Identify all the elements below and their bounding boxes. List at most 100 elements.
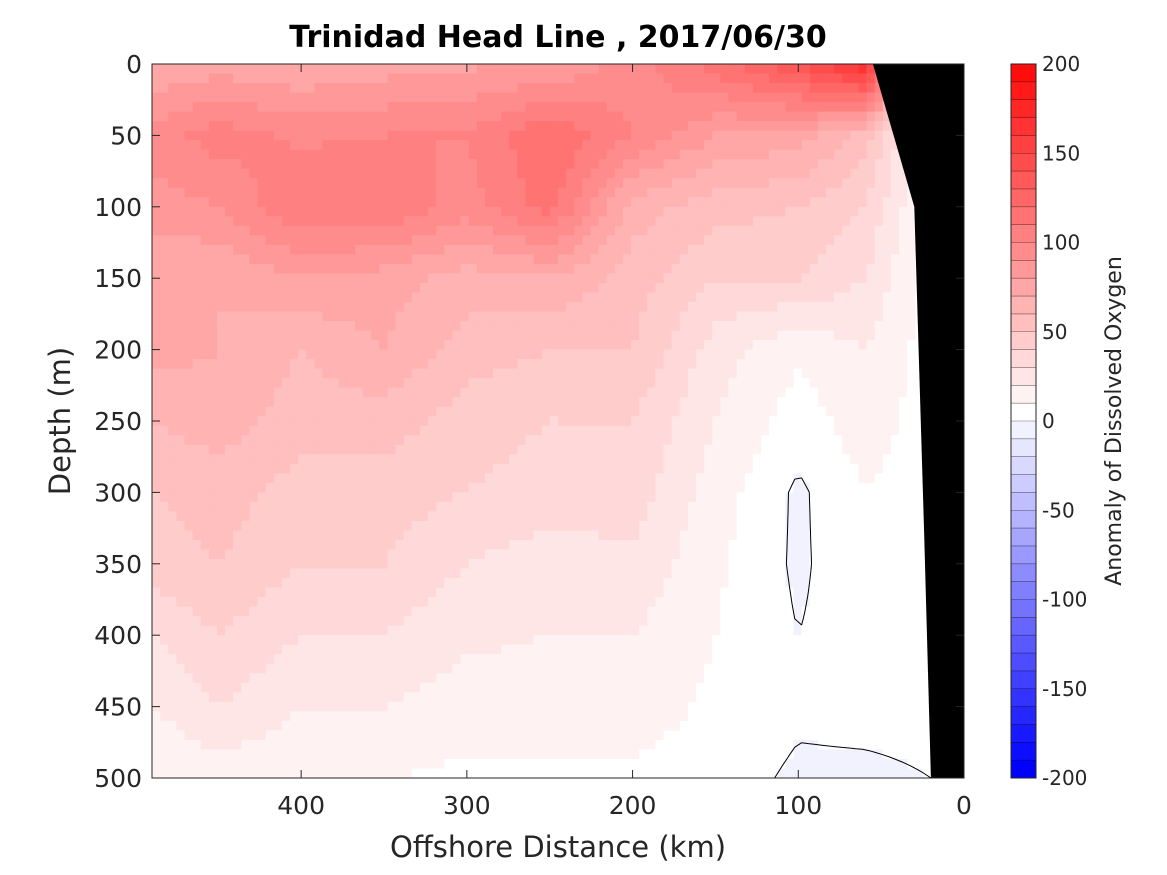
heatmap-cell: [704, 178, 713, 189]
heatmap-cell: [728, 159, 738, 170]
heatmap-cell: [322, 397, 332, 408]
heatmap-cell: [428, 501, 437, 513]
heatmap-cell: [777, 102, 786, 113]
heatmap-cell: [590, 435, 600, 446]
heatmap-cell: [541, 368, 551, 379]
heatmap-cell: [306, 292, 315, 303]
heatmap-cell: [566, 530, 575, 541]
heatmap-cell: [338, 349, 348, 360]
heatmap-cell: [476, 492, 486, 503]
heatmap-cell: [622, 159, 632, 170]
heatmap-cell: [825, 282, 835, 294]
heatmap-cell: [476, 482, 486, 493]
heatmap-cell: [752, 311, 762, 322]
heatmap-cell: [728, 435, 738, 446]
heatmap-cell: [476, 302, 486, 313]
heatmap-cell: [882, 501, 892, 513]
heatmap-cell: [281, 435, 291, 446]
heatmap-cell: [233, 511, 242, 522]
heatmap-cell: [655, 140, 665, 151]
heatmap-cell: [160, 140, 169, 151]
heatmap-cell: [241, 473, 251, 484]
heatmap-cell: [850, 235, 860, 246]
heatmap-cell: [639, 368, 648, 379]
heatmap-cell: [712, 206, 721, 217]
heatmap-cell: [273, 130, 283, 141]
heatmap-cell: [525, 454, 535, 465]
heatmap-cell: [834, 64, 843, 75]
heatmap-cell: [558, 530, 567, 541]
heatmap-cell: [882, 140, 892, 151]
heatmap-cell: [184, 530, 194, 541]
heatmap-cell: [306, 378, 315, 389]
heatmap-cell: [395, 349, 405, 360]
heatmap-cell: [866, 473, 876, 484]
heatmap-cell: [355, 187, 364, 198]
heatmap-cell: [549, 149, 559, 160]
heatmap-cell: [233, 149, 242, 160]
heatmap-cell: [549, 501, 559, 513]
heatmap-cell: [825, 273, 835, 284]
heatmap-cell: [793, 311, 803, 322]
heatmap-cell: [216, 368, 226, 379]
heatmap-cell: [907, 292, 916, 303]
heatmap-cell: [306, 273, 315, 284]
heatmap-cell: [825, 349, 835, 360]
heatmap-cell: [850, 111, 860, 122]
heatmap-cell: [249, 225, 259, 236]
heatmap-cell: [549, 73, 559, 84]
heatmap-cell: [785, 416, 795, 427]
heatmap-cell: [322, 83, 332, 94]
heatmap-cell: [598, 330, 608, 341]
heatmap-cell: [761, 340, 770, 351]
heatmap-cell: [525, 473, 535, 484]
heatmap-cell: [549, 273, 559, 284]
heatmap-cell: [598, 140, 608, 151]
heatmap-cell: [631, 254, 640, 265]
heatmap-cell: [314, 102, 324, 113]
heatmap-cell: [387, 130, 397, 141]
heatmap-cell: [281, 397, 291, 408]
heatmap-cell: [866, 92, 876, 103]
heatmap-cell: [265, 111, 275, 122]
heatmap-cell: [574, 244, 583, 255]
heatmap-cell: [330, 273, 340, 284]
heatmap-cell: [728, 216, 738, 227]
heatmap-cell: [338, 311, 348, 322]
heatmap-cell: [395, 482, 405, 493]
heatmap-cell: [801, 492, 811, 503]
heatmap-cell: [817, 102, 827, 113]
heatmap-cell: [346, 501, 356, 513]
heatmap-cell: [614, 140, 624, 151]
heatmap-cell: [517, 378, 527, 389]
heatmap-cell: [655, 254, 665, 265]
heatmap-cell: [882, 454, 892, 465]
heatmap-cell: [192, 387, 202, 398]
heatmap-cell: [233, 206, 242, 217]
heatmap-cell: [411, 83, 421, 94]
heatmap-cell: [525, 444, 535, 455]
heatmap-cell: [809, 92, 819, 103]
heatmap-cell: [484, 444, 494, 455]
heatmap-cell: [476, 359, 486, 370]
heatmap-cell: [436, 387, 445, 398]
heatmap-cell: [842, 187, 851, 198]
heatmap-cell: [744, 492, 754, 503]
heatmap-cell: [363, 368, 372, 379]
heatmap-cell: [176, 83, 186, 94]
heatmap-cell: [208, 501, 218, 513]
heatmap-cell: [476, 387, 486, 398]
heatmap-cell: [298, 111, 307, 122]
heatmap-cell: [874, 235, 884, 246]
heatmap-cell: [899, 463, 908, 474]
heatmap-cell: [152, 140, 161, 151]
heatmap-cell: [558, 463, 567, 474]
heatmap-cell: [647, 444, 657, 455]
heatmap-cell: [346, 197, 356, 208]
heatmap-cell: [817, 111, 827, 122]
heatmap-cell: [517, 187, 527, 198]
heatmap-cell: [558, 501, 567, 513]
heatmap-cell: [793, 149, 803, 160]
heatmap-cell: [493, 235, 502, 246]
heatmap-cell: [468, 149, 478, 160]
